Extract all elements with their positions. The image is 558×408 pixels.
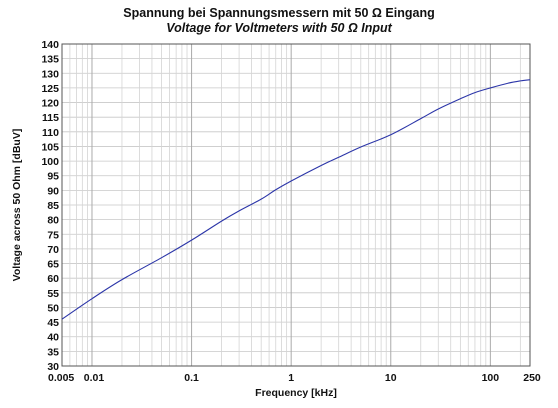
x-axis-label: Frequency [kHz] — [255, 387, 337, 399]
y-tick-label: 140 — [41, 39, 59, 51]
data-point — [459, 98, 461, 100]
y-tick-label: 60 — [47, 273, 59, 285]
y-tick-label: 45 — [47, 317, 59, 329]
chart-title: Spannung bei Spannungsmessern mit 50 Ω E… — [123, 6, 435, 20]
y-tick-label: 90 — [47, 185, 59, 197]
x-tick-label: 250 — [523, 372, 541, 384]
y-tick-label: 40 — [47, 332, 59, 344]
y-tick-label: 95 — [47, 171, 59, 183]
data-point — [220, 220, 222, 222]
data-point — [275, 189, 277, 191]
y-tick-label: 30 — [47, 361, 59, 373]
x-tick-label: 0.01 — [84, 372, 105, 384]
x-tick-label: 0.005 — [48, 372, 74, 384]
y-tick-label: 75 — [47, 229, 59, 241]
chart-subtitle: Voltage for Voltmeters with 50 Ω Input — [166, 21, 392, 35]
y-tick-label: 115 — [42, 112, 59, 124]
data-point — [61, 318, 63, 320]
y-tick-label: 65 — [47, 259, 59, 271]
y-axis-label: Voltage across 50 Ohm [dBuV] — [11, 129, 23, 282]
data-point — [320, 164, 322, 166]
x-tick-label: 1 — [288, 372, 294, 384]
chart-title-block: Spannung bei Spannungsmessern mit 50 Ω E… — [0, 6, 558, 36]
y-tick-label: 130 — [41, 68, 59, 80]
data-point — [290, 180, 292, 182]
y-tick-label: 70 — [47, 244, 59, 256]
data-point — [507, 82, 509, 84]
y-tick-label: 85 — [47, 200, 59, 212]
data-point — [437, 108, 439, 110]
data-point — [121, 278, 123, 280]
data-point — [160, 256, 162, 258]
y-tick-label: 35 — [47, 346, 59, 358]
plot-frame — [61, 43, 531, 367]
series-line — [61, 79, 531, 320]
data-point — [489, 87, 491, 89]
data-point — [91, 297, 93, 299]
data-point — [474, 91, 476, 93]
data-point — [529, 79, 531, 81]
y-tick-label: 100 — [41, 156, 59, 168]
x-tick-label: 10 — [385, 372, 397, 384]
data-point — [238, 210, 240, 212]
data-point — [390, 134, 392, 136]
y-tick-labels: 30 35 40 45 50 55 60 65 70 75 80 85 90 95 100 105 110 115… — [41, 39, 59, 373]
y-tick-label: 55 — [47, 288, 59, 300]
y-tick-label: 50 — [47, 302, 59, 314]
y-tick-label: 80 — [47, 215, 59, 227]
data-point — [190, 239, 192, 241]
y-tick-label: 125 — [41, 83, 59, 95]
y-tick-label: 135 — [41, 54, 59, 66]
data-point — [420, 117, 422, 119]
grid — [61, 43, 530, 367]
y-tick-label: 120 — [41, 98, 59, 110]
x-tick-labels: 0.005 0.01 0.1 1 10 100 250 — [48, 372, 541, 384]
data-point — [519, 80, 521, 82]
data-point — [360, 146, 362, 148]
x-tick-label: 0.1 — [184, 372, 199, 384]
data-point — [260, 198, 262, 200]
x-tick-label: 100 — [482, 372, 500, 384]
data-point — [337, 156, 339, 158]
y-tick-label: 110 — [42, 127, 59, 139]
y-tick-label: 105 — [41, 141, 59, 153]
